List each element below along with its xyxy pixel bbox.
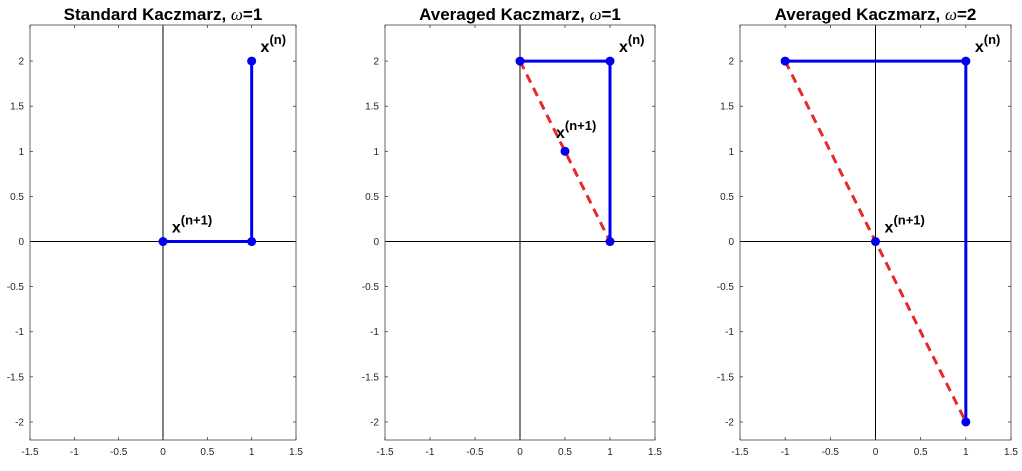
x-tick-label: -1.5: [376, 447, 394, 458]
x-tick-label: 0: [160, 447, 166, 458]
annotation-base: x: [975, 39, 984, 56]
data-point: [605, 237, 615, 247]
data-point: [961, 56, 971, 66]
y-tick-label: -1: [15, 327, 24, 338]
y-tick-label: 1: [18, 147, 24, 158]
y-tick-label: -2: [15, 417, 24, 428]
y-tick-label: -1.5: [362, 372, 380, 383]
y-tick-label: 0.5: [365, 192, 379, 203]
x-tick-label: -0.5: [822, 447, 840, 458]
x-tick-label: -1.5: [731, 447, 749, 458]
y-tick-label: 1.5: [365, 102, 379, 113]
point-annotation: x(n+1): [172, 213, 212, 237]
y-tick-label: -0.5: [717, 282, 735, 293]
chart-title-suffix: =2: [957, 5, 976, 24]
data-point: [515, 56, 525, 66]
chart-title-suffix: =1: [602, 5, 621, 24]
chart-title: Standard Kaczmarz, ω=1: [64, 5, 263, 24]
annotation-superscript: (n+1): [893, 213, 924, 228]
y-tick-label: 2: [728, 57, 734, 68]
y-tick-label: 0: [18, 237, 24, 248]
x-tick-label: 0.5: [914, 447, 928, 458]
data-point: [605, 56, 615, 66]
data-point: [158, 237, 168, 247]
point-annotation: x(n): [619, 32, 645, 56]
data-point: [247, 237, 257, 247]
annotation-superscript: (n+1): [565, 118, 596, 133]
annotation-base: x: [172, 220, 181, 237]
annotation-superscript: (n+1): [181, 213, 212, 228]
y-tick-label: -2: [370, 417, 379, 428]
chart-title: Averaged Kaczmarz, ω=2: [775, 5, 977, 24]
x-tick-label: -0.5: [466, 447, 484, 458]
x-tick-label: 1.5: [1004, 447, 1018, 458]
dashed-projection-line: [518, 60, 612, 243]
annotation-superscript: (n): [984, 32, 1001, 47]
point-annotation: x(n+1): [885, 213, 925, 237]
x-tick-label: 0: [873, 447, 879, 458]
chart-panel-2: -1.5 -1 -0.5 0 0.5 1 1.5 -2 -1.5 -1 -0.5 0 0.5 1 1.5 2 A…: [362, 5, 663, 458]
x-tick-label: -0.5: [110, 447, 128, 458]
annotation-base: x: [556, 125, 565, 142]
y-tick-label: 1: [373, 147, 379, 158]
x-tick-label: -1: [426, 447, 435, 458]
data-point: [560, 146, 570, 156]
x-tick-label: -1: [781, 447, 790, 458]
x-tick-label: 1.5: [289, 447, 303, 458]
chart-title-omega: ω: [231, 5, 243, 24]
chart-title-omega: ω: [945, 5, 957, 24]
chart-title-text: Standard Kaczmarz,: [64, 5, 231, 24]
chart-panel-1: -1.5 -1 -0.5 0 0.5 1 1.5 -2 -1.5 -1 -0.5 0 0.5 1 1.5 2 S…: [7, 5, 304, 458]
y-tick-label: -1.5: [7, 372, 25, 383]
y-tick-label: 1: [728, 147, 734, 158]
chart-title-suffix: =1: [243, 5, 262, 24]
data-point: [247, 56, 257, 66]
y-tick-label: 0.5: [720, 192, 734, 203]
annotation-base: x: [885, 220, 894, 237]
y-tick-label: -2: [725, 417, 734, 428]
x-tick-label: 0: [517, 447, 523, 458]
x-tick-label: -1.5: [21, 447, 39, 458]
x-tick-label: 1.5: [648, 447, 662, 458]
annotation-base: x: [261, 39, 270, 56]
point-annotation: x(n): [975, 32, 1001, 56]
chart-title-omega: ω: [589, 5, 601, 24]
x-tick-label: 0.5: [200, 447, 214, 458]
point-annotation: x(n+1): [556, 118, 596, 142]
annotation-superscript: (n): [628, 32, 645, 47]
chart-panel-3: -1.5 -1 -0.5 0 0.5 1 1.5 -2 -1.5 -1 -0.5 0 0.5 1 1.5 2 A…: [717, 5, 1019, 458]
y-tick-label: -1.5: [717, 372, 735, 383]
data-point: [961, 417, 971, 427]
data-point: [780, 56, 790, 66]
data-point: [871, 237, 880, 247]
y-tick-label: -1: [370, 327, 379, 338]
chart-title-text: Averaged Kaczmarz,: [775, 5, 945, 24]
y-tick-label: 1.5: [10, 102, 24, 113]
annotation-superscript: (n): [269, 32, 286, 47]
x-tick-label: 1: [607, 447, 613, 458]
x-tick-label: 0.5: [558, 447, 572, 458]
y-tick-label: 2: [373, 57, 379, 68]
x-tick-label: 1: [963, 447, 969, 458]
annotation-base: x: [619, 39, 628, 56]
x-tick-label: -1: [70, 447, 79, 458]
y-tick-label: 1.5: [720, 102, 734, 113]
y-tick-label: -1: [725, 327, 734, 338]
y-tick-label: 0: [373, 237, 379, 248]
point-annotation: x(n): [261, 32, 287, 56]
chart-title-text: Averaged Kaczmarz,: [419, 5, 589, 24]
y-tick-label: 2: [18, 57, 24, 68]
y-tick-label: -0.5: [362, 282, 380, 293]
y-tick-label: 0.5: [10, 192, 24, 203]
x-tick-label: 1: [249, 447, 255, 458]
chart-title: Averaged Kaczmarz, ω=1: [419, 5, 621, 24]
y-tick-label: -0.5: [7, 282, 25, 293]
y-tick-label: 0: [728, 237, 734, 248]
